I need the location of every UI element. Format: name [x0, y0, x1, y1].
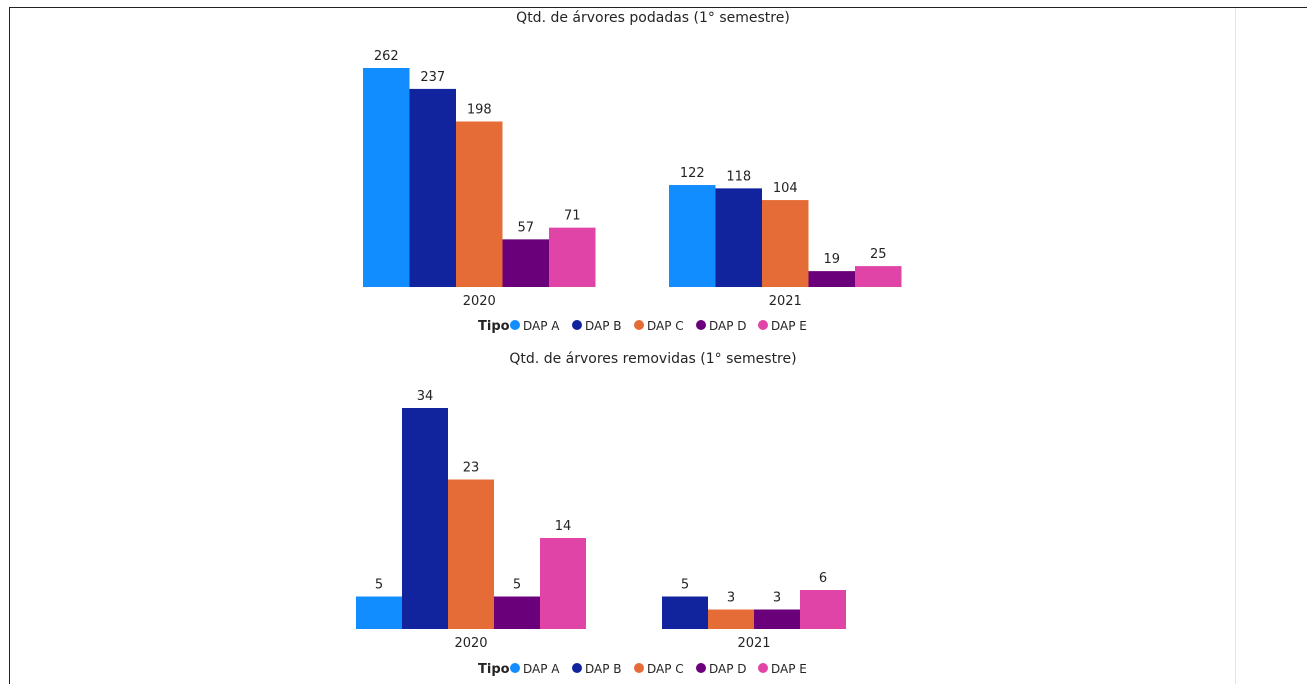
bar-2020-dap-b	[409, 88, 456, 288]
chart-arvores-podadas: Qtd. de árvores podadas (1° semestre) 262…	[363, 10, 902, 334]
chart-arvores-removidas: Qtd. de árvores removidas (1° semestre) 5…	[356, 351, 846, 677]
data-label: 122	[680, 166, 705, 181]
data-label: 25	[870, 247, 887, 262]
x-tick-label: 2020	[463, 294, 496, 309]
legend-marker-dap-b	[572, 663, 582, 673]
legend-marker-dap-e	[758, 320, 768, 330]
data-label: 104	[773, 181, 798, 196]
bar-2020-dap-a	[363, 68, 410, 287]
bar-2020-dap-c	[456, 121, 503, 287]
data-label: 237	[420, 70, 445, 85]
chart-title: Qtd. de árvores podadas (1° semestre)	[516, 10, 790, 26]
x-tick-label: 2020	[454, 636, 487, 651]
bar-2021-dap-e	[855, 266, 902, 287]
report-frame	[9, 7, 1307, 684]
bar-2020-dap-d	[494, 596, 540, 629]
legend-item-dap-d: DAP D	[709, 662, 747, 676]
bar-2021-dap-c	[708, 609, 754, 629]
legend-title: Tipo	[478, 319, 510, 334]
bar-2020-dap-b	[402, 408, 448, 629]
data-label: 5	[513, 578, 521, 593]
bar-2021-dap-b	[662, 596, 708, 629]
legend-marker-dap-b	[572, 320, 582, 330]
data-label: 3	[773, 591, 781, 606]
x-tick-label: 2021	[737, 636, 770, 651]
bar-2021-dap-c	[762, 200, 809, 287]
data-label: 6	[819, 571, 827, 586]
chart-title: Qtd. de árvores removidas (1° semestre)	[509, 351, 796, 367]
bar-2021-dap-e	[800, 590, 846, 629]
legend-item-dap-a: DAP A	[523, 662, 560, 676]
x-tick-label: 2021	[769, 294, 802, 309]
data-label: 5	[375, 578, 383, 593]
legend-item-dap-e: DAP E	[771, 319, 807, 333]
legend-item-dap-c: DAP C	[647, 319, 684, 333]
legend-marker-dap-a	[510, 320, 520, 330]
legend-item-dap-a: DAP A	[523, 319, 560, 333]
legend-marker-dap-e	[758, 663, 768, 673]
legend-item-dap-c: DAP C	[647, 662, 684, 676]
legend-marker-dap-c	[634, 663, 644, 673]
bar-2021-dap-d	[808, 271, 855, 287]
data-label: 118	[726, 169, 751, 184]
legend-item-dap-e: DAP E	[771, 662, 807, 676]
bar-2021-dap-d	[754, 609, 800, 629]
panel-divider	[1235, 8, 1236, 684]
bar-2020-dap-c	[448, 479, 494, 629]
data-label: 23	[463, 461, 480, 476]
legend-marker-dap-d	[696, 320, 706, 330]
data-label: 198	[467, 102, 492, 117]
data-label: 19	[823, 252, 840, 267]
legend-marker-dap-c	[634, 320, 644, 330]
data-label: 14	[555, 519, 572, 534]
data-label: 5	[681, 578, 689, 593]
legend-marker-dap-a	[510, 663, 520, 673]
bar-2021-dap-a	[669, 185, 716, 287]
legend-title: Tipo	[478, 662, 510, 677]
legend-item-dap-b: DAP B	[585, 319, 622, 333]
data-label: 57	[517, 220, 534, 235]
bar-2020-dap-e	[540, 538, 586, 629]
data-label: 34	[417, 389, 434, 404]
legend-item-dap-d: DAP D	[709, 319, 747, 333]
bar-2021-dap-b	[715, 188, 762, 287]
bar-2020-dap-e	[549, 227, 596, 287]
data-label: 71	[564, 209, 581, 224]
bar-2020-dap-a	[356, 596, 402, 629]
bar-2020-dap-d	[502, 239, 549, 287]
legend-item-dap-b: DAP B	[585, 662, 622, 676]
legend-marker-dap-d	[696, 663, 706, 673]
data-label: 262	[374, 49, 399, 64]
data-label: 3	[727, 591, 735, 606]
